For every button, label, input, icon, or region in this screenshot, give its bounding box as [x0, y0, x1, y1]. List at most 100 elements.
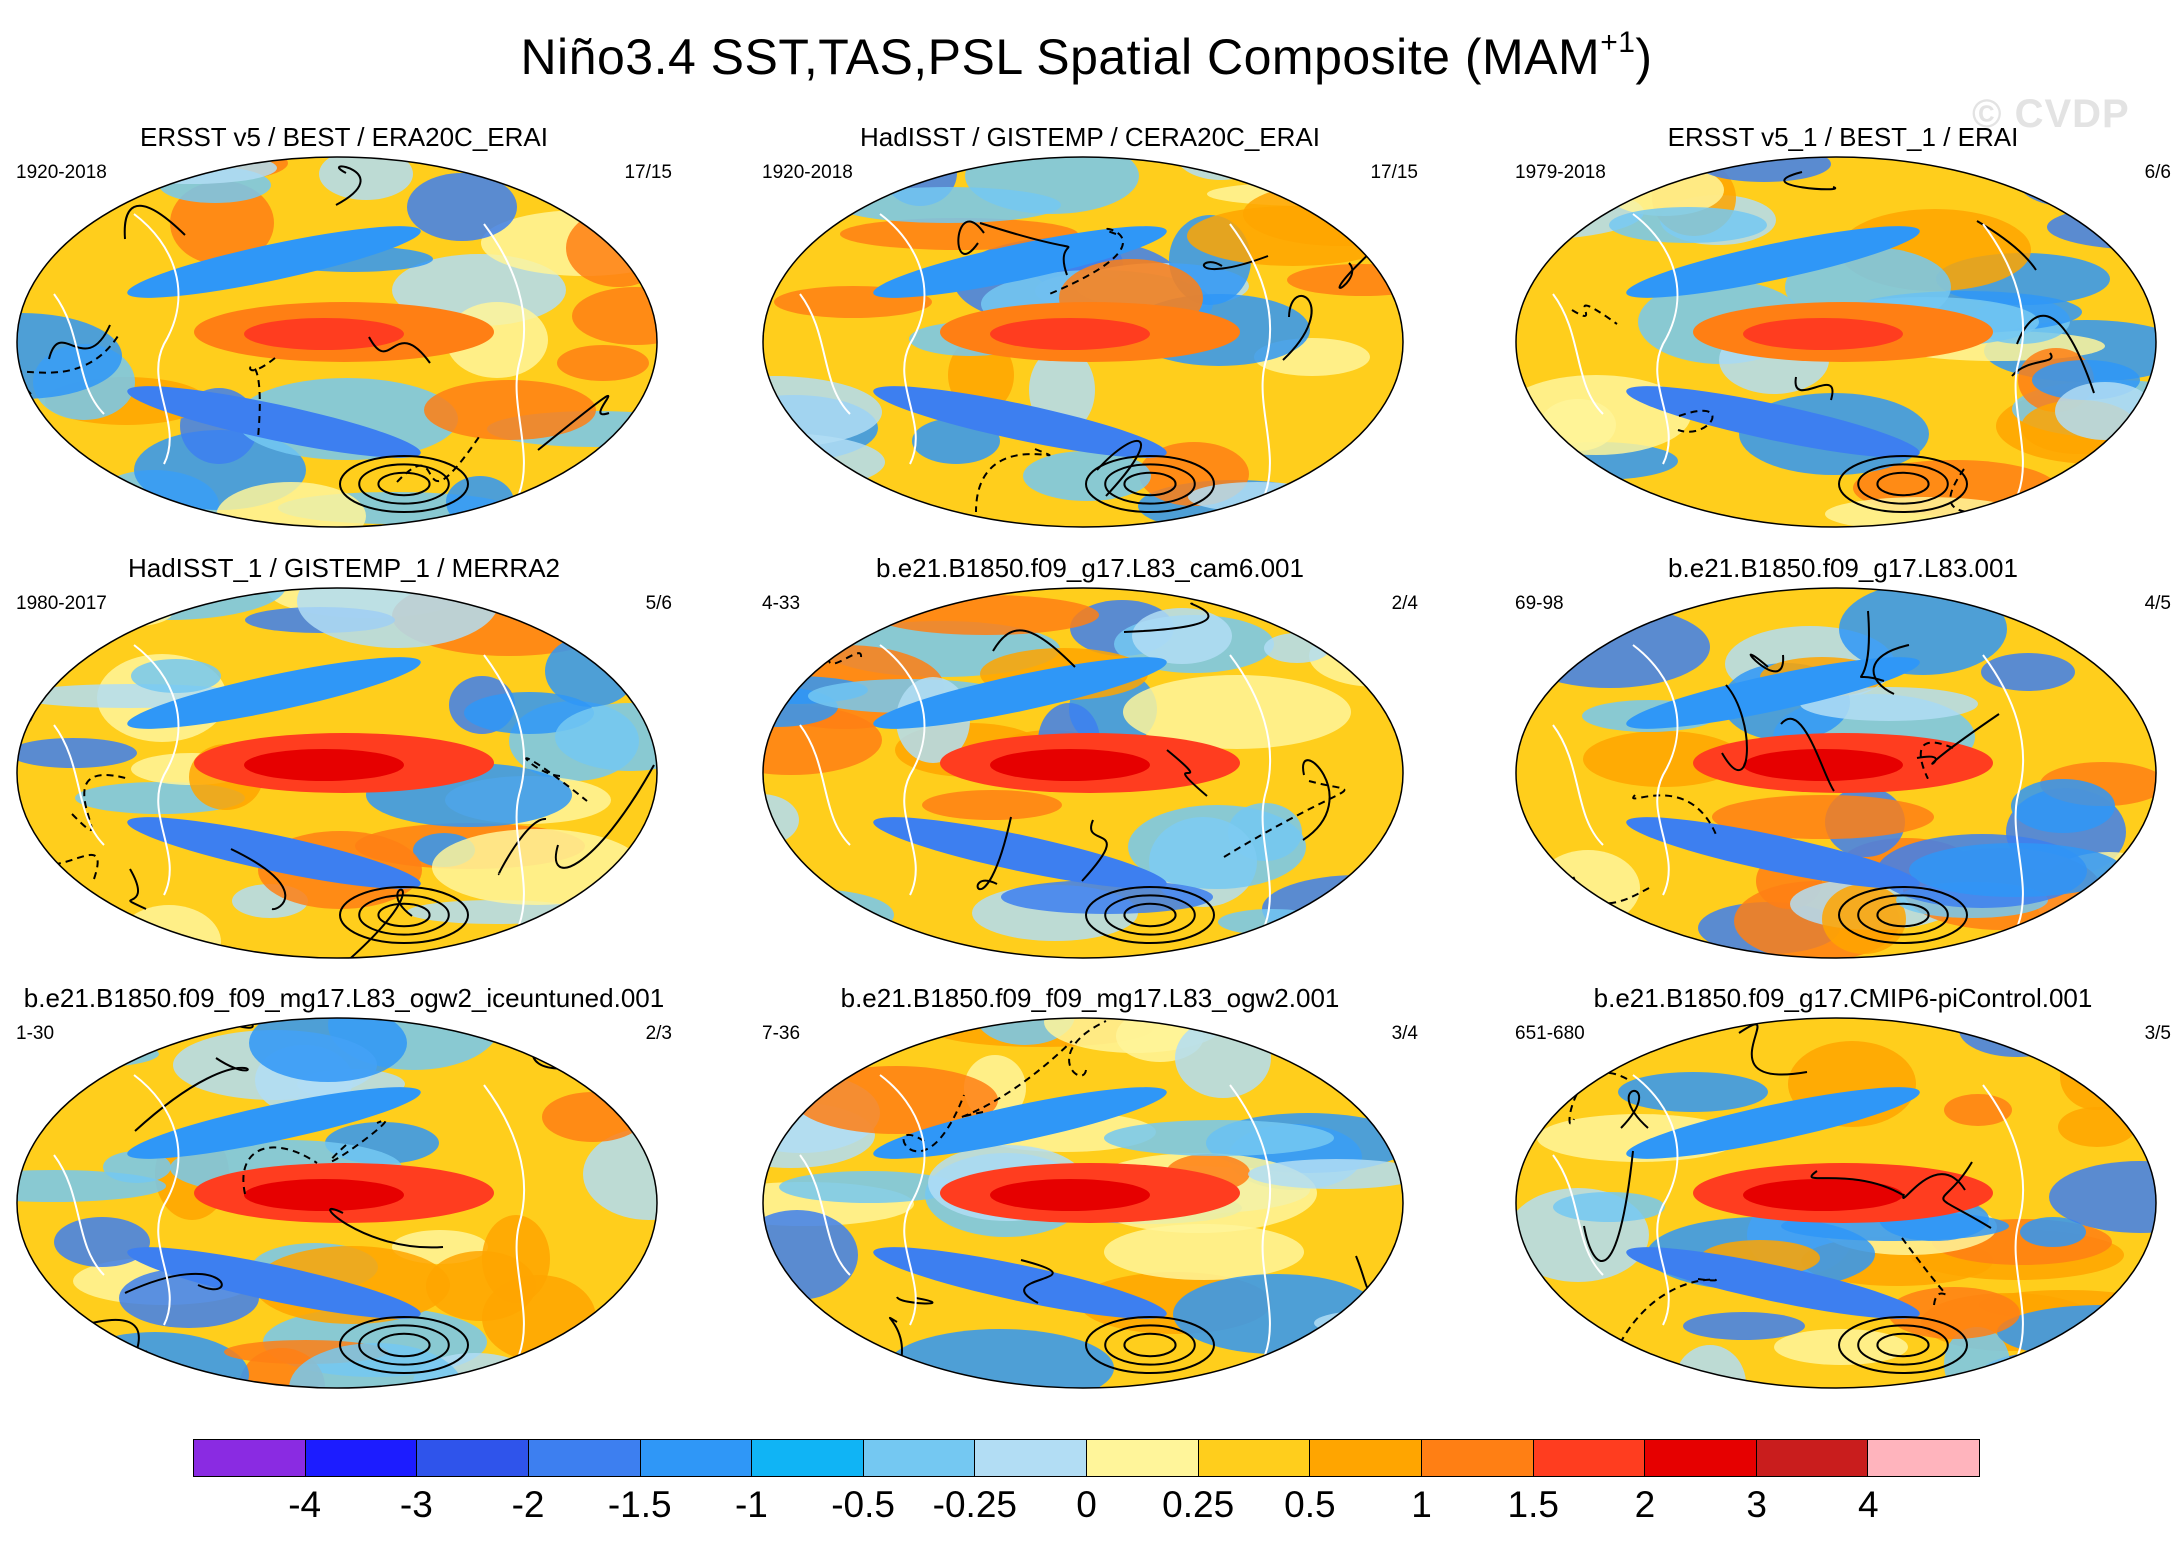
- figure-title: Niño3.4 SST,TAS,PSL Spatial Composite (M…: [0, 26, 2173, 86]
- colorbar-tick-label: 0: [1076, 1484, 1097, 1525]
- panel-count: 17/15: [1370, 162, 1418, 183]
- psl-contour: [1794, 376, 1834, 401]
- anomaly-patch: [1561, 588, 1707, 608]
- colorbar-tick-label: 1: [1411, 1484, 1432, 1525]
- psl-contour-high: [1838, 1316, 1968, 1374]
- map-outline: [16, 587, 658, 959]
- colorbar-box: [640, 1440, 753, 1476]
- anomaly-patch: [557, 345, 649, 381]
- warm-core: [1743, 318, 1903, 350]
- psl-contour: [1949, 468, 2044, 515]
- map-panel: ERSST v5 / BEST / ERA20C_ERAI 1920-2018 17…: [14, 122, 674, 542]
- anomaly-patch: [446, 476, 514, 527]
- anomaly-patch: [1944, 1094, 2012, 1126]
- psl-contour-high: [1857, 463, 1949, 505]
- anomaly-patch: [17, 1170, 166, 1202]
- cool-band: [1626, 657, 1920, 729]
- psl-contour-high: [1857, 894, 1949, 936]
- psl-contour: [1810, 1170, 1904, 1196]
- anomaly-patch: [289, 1343, 463, 1388]
- colorbar-tick-label: -4: [288, 1484, 322, 1525]
- colorbar: [193, 1439, 1980, 1477]
- cool-band: [1626, 386, 1920, 458]
- anomaly-patch: [1248, 1159, 1403, 1189]
- colorbar-box: [417, 1440, 529, 1476]
- psl-contour: [134, 1057, 249, 1132]
- warm-core: [244, 749, 404, 781]
- anomaly-patch: [507, 1018, 647, 1055]
- psl-contour-high: [1104, 1324, 1196, 1366]
- panel-period: 4-33: [762, 593, 801, 614]
- watermark: © CVDP: [1972, 92, 2130, 136]
- anomaly-patch: [1553, 1192, 1665, 1222]
- psl-contour: [957, 220, 985, 255]
- psl-contour: [1540, 463, 1603, 527]
- panel-title: ERSST v5_1 / BEST_1 / ERAI: [1667, 122, 2019, 152]
- map-panel: HadISST / GISTEMP / CERA20C_ERAI 1920-201…: [760, 122, 1420, 542]
- psl-contour-high: [1123, 471, 1177, 497]
- psl-contour: [1223, 780, 1346, 858]
- psl-contour: [1783, 171, 1837, 191]
- panel-title: b.e21.B1850.f09_f09_mg17.L83_ogw2.001: [840, 983, 1340, 1013]
- anomaly-patch: [1132, 608, 1232, 664]
- anomaly-patch: [54, 1217, 150, 1267]
- psl-contour: [124, 1273, 223, 1294]
- psl-contour-high: [1838, 886, 1968, 944]
- title-close: ): [1635, 29, 1653, 85]
- psl-contour: [1123, 602, 1210, 633]
- psl-contour: [1020, 1259, 1054, 1304]
- colorbar-tick-label: -1: [734, 1484, 768, 1525]
- panel-title: b.e21.B1850.f09_g17.L83_cam6.001: [876, 553, 1304, 583]
- coastline: [53, 213, 526, 495]
- anomaly-patch: [17, 738, 137, 768]
- psl-contour: [1901, 1237, 1947, 1306]
- anomaly-patch: [2018, 157, 2124, 207]
- psl-contour: [1632, 794, 1718, 838]
- psl-contour-high: [358, 1324, 450, 1366]
- colorbar-box: [1756, 1440, 1869, 1476]
- psl-contour: [1302, 759, 1331, 841]
- psl-contour: [775, 624, 802, 659]
- colorbar-box: [305, 1440, 418, 1476]
- psl-contour: [531, 1040, 592, 1070]
- map-outline: [16, 1017, 658, 1389]
- psl-contour: [525, 757, 588, 802]
- psl-contour-high: [358, 463, 450, 505]
- coastline: [1552, 644, 2025, 926]
- psl-contour-high: [1104, 894, 1196, 936]
- coastline: [53, 1074, 526, 1356]
- colorbar-tick-label: 0.5: [1284, 1484, 1336, 1525]
- anomaly-patch: [2011, 779, 2115, 833]
- psl-contour: [1942, 1161, 1992, 1229]
- anomaly-patch: [1800, 687, 1978, 721]
- panel-count: 3/4: [1391, 1023, 1418, 1044]
- coastline: [799, 644, 1272, 926]
- psl-contour-high: [377, 1332, 431, 1358]
- cool-band: [127, 1247, 421, 1319]
- title-text: Niño3.4 SST,TAS,PSL Spatial Composite (M…: [520, 29, 1601, 85]
- anomaly-patch: [1712, 795, 1934, 839]
- anomaly-patch: [572, 287, 657, 345]
- cool-band: [873, 386, 1167, 458]
- psl-contour: [918, 1018, 971, 1027]
- cool-band: [873, 1247, 1167, 1319]
- anomaly-patch: [1128, 805, 1306, 889]
- psl-contour-high: [1876, 1332, 1930, 1358]
- panel-count: 17/15: [624, 162, 672, 183]
- anomaly-patch: [779, 1171, 959, 1203]
- title-superscript: +1: [1600, 26, 1636, 60]
- colorbar-tick-label: 0.25: [1162, 1484, 1235, 1525]
- psl-contour-high: [339, 455, 469, 513]
- psl-contour: [71, 773, 130, 831]
- psl-contour: [1096, 439, 1142, 497]
- psl-contour: [329, 1119, 387, 1163]
- anomaly-patch: [1683, 1312, 1805, 1340]
- cool-band: [1626, 1247, 1920, 1319]
- psl-contour: [329, 1207, 444, 1249]
- cool-band: [1626, 1087, 1920, 1159]
- cool-band: [1626, 226, 1920, 298]
- anomaly-patch: [319, 157, 413, 200]
- panel-title: b.e21.B1850.f09_g17.L83.001: [1668, 553, 2018, 583]
- anomaly-patch: [2055, 382, 2155, 440]
- panel-period: 69-98: [1515, 593, 1564, 614]
